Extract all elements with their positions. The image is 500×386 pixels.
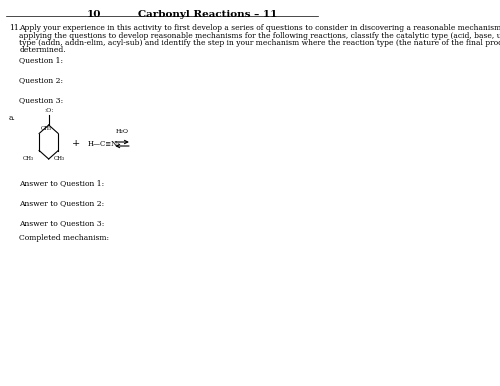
Text: H—C≡N:: H—C≡N: bbox=[88, 140, 120, 148]
Text: Answer to Question 2:: Answer to Question 2: bbox=[20, 199, 104, 207]
Text: Answer to Question 1:: Answer to Question 1: bbox=[20, 179, 104, 187]
Text: type (addn, addn-elim, acyl-sub) and identify the step in your mechanism where t: type (addn, addn-elim, acyl-sub) and ide… bbox=[20, 39, 500, 47]
Text: a.: a. bbox=[9, 114, 16, 122]
Text: :O:: :O: bbox=[44, 108, 54, 113]
Text: CH₃: CH₃ bbox=[54, 156, 65, 161]
Text: CH₃: CH₃ bbox=[41, 125, 52, 130]
Text: Carbonyl Reactions – 11: Carbonyl Reactions – 11 bbox=[138, 10, 278, 19]
Text: Completed mechanism:: Completed mechanism: bbox=[20, 234, 110, 242]
Text: Question 2:: Question 2: bbox=[20, 76, 64, 84]
Text: CH₃: CH₃ bbox=[23, 156, 34, 161]
Text: Question 1:: Question 1: bbox=[20, 56, 64, 64]
Text: applying the questions to develop reasonable mechanisms for the following reacti: applying the questions to develop reason… bbox=[20, 32, 500, 39]
Text: +: + bbox=[72, 139, 80, 149]
Text: Question 3:: Question 3: bbox=[20, 96, 64, 104]
Text: ··: ·· bbox=[124, 130, 128, 135]
Text: 10: 10 bbox=[87, 10, 102, 19]
Text: 11.: 11. bbox=[9, 24, 21, 32]
Text: H₂O: H₂O bbox=[116, 129, 128, 134]
Text: Answer to Question 3:: Answer to Question 3: bbox=[20, 219, 105, 227]
Text: Apply your experience in this activity to first develop a series of questions to: Apply your experience in this activity t… bbox=[20, 24, 500, 32]
Text: determined.: determined. bbox=[20, 46, 66, 54]
